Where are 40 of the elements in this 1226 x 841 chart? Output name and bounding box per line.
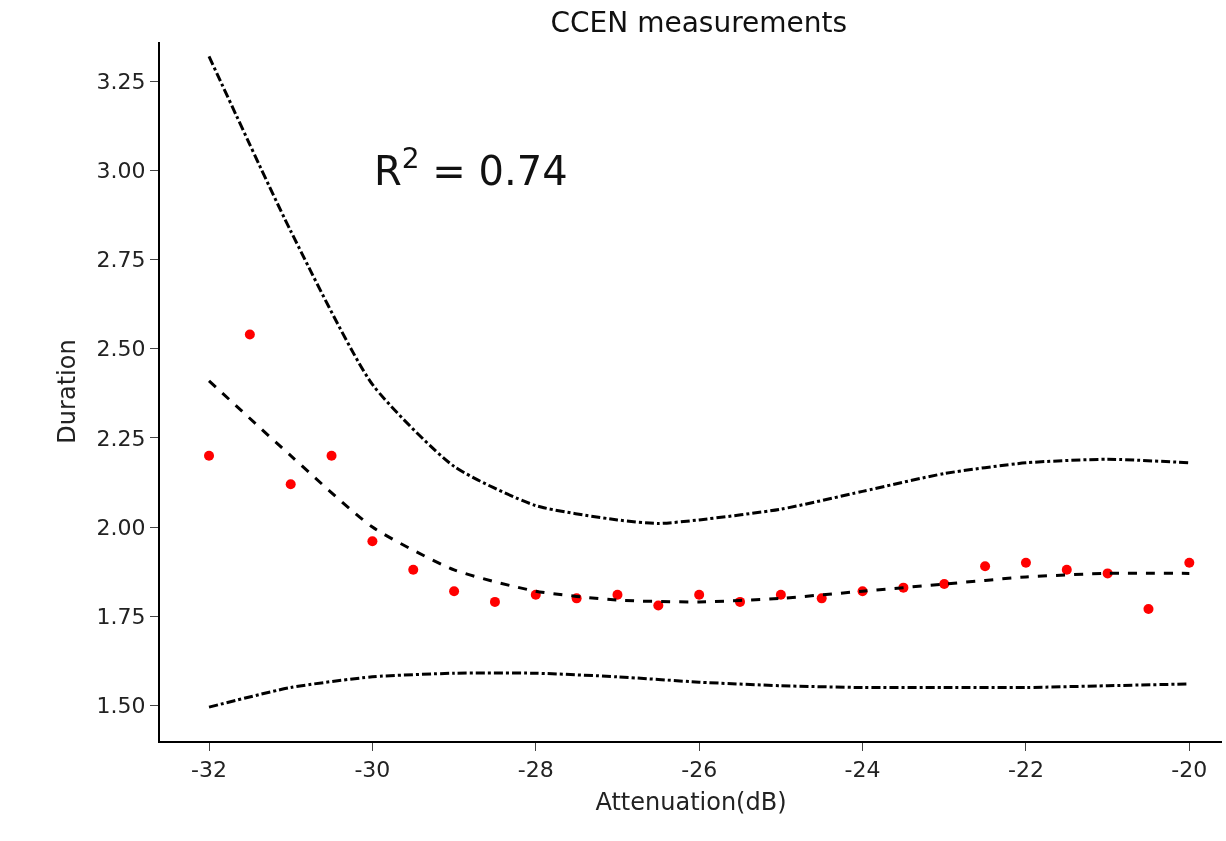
point [204,450,215,461]
y-tick-label: 2.75 [96,247,146,273]
point [1020,557,1031,568]
y-tick-label: 1.50 [96,693,146,719]
x-tick-label: -30 [354,757,391,783]
point [408,564,419,575]
y-tick-label: 2.25 [96,425,146,451]
line-series [207,54,1191,525]
chart-title: CCEN measurements [550,6,848,40]
y-tick-label: 3.25 [96,68,146,94]
point [694,589,705,600]
x-axis-title: Attenuation(dB) [595,788,787,817]
point [367,536,378,547]
point [1184,557,1195,568]
point [326,450,337,461]
point [1143,604,1154,615]
x-tick-label: -24 [844,757,881,783]
y-tick-label: 3.00 [96,158,146,184]
point [449,586,460,597]
point [244,329,255,340]
x-tick-label: -26 [681,757,718,783]
point [980,561,991,572]
point [775,589,786,600]
annotation: R$^{2}$ = 0.74 [374,142,568,194]
point [489,596,500,607]
point [285,479,296,490]
y-axis-title: Duration [53,339,82,444]
y-tick-label: 1.75 [96,603,146,629]
x-tick-label: -22 [1007,757,1044,783]
point [1061,564,1072,575]
y-tick-label: 2.00 [96,514,146,540]
x-tick-label: -28 [517,757,554,783]
x-tick-label: -20 [1171,757,1208,783]
point [612,589,623,600]
line-series [207,379,1191,604]
x-tick-label: -32 [191,757,227,783]
y-tick-label: 2.50 [96,336,146,362]
point [816,593,827,604]
point [939,579,950,590]
point [653,600,664,611]
